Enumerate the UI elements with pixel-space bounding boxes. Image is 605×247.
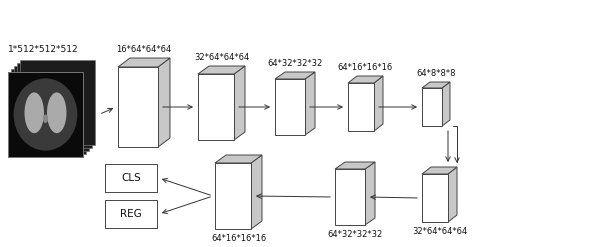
Polygon shape — [365, 162, 375, 225]
Ellipse shape — [24, 92, 44, 133]
Polygon shape — [448, 167, 457, 222]
Polygon shape — [275, 79, 305, 135]
Polygon shape — [422, 167, 457, 174]
Polygon shape — [374, 76, 383, 131]
Polygon shape — [422, 82, 450, 88]
Polygon shape — [8, 72, 83, 157]
Polygon shape — [118, 67, 158, 147]
Polygon shape — [305, 72, 315, 135]
Polygon shape — [105, 200, 157, 228]
Text: 64*32*32*32: 64*32*32*32 — [327, 230, 382, 239]
Text: 64*8*8*8: 64*8*8*8 — [416, 69, 456, 78]
Polygon shape — [17, 63, 92, 148]
Polygon shape — [14, 66, 89, 151]
Text: 64*16*16*16: 64*16*16*16 — [211, 234, 266, 243]
Ellipse shape — [14, 78, 77, 151]
Polygon shape — [335, 169, 365, 225]
Text: CLS: CLS — [121, 173, 141, 183]
Polygon shape — [11, 69, 86, 154]
Polygon shape — [335, 162, 375, 169]
Polygon shape — [118, 58, 170, 67]
Polygon shape — [158, 58, 170, 147]
Polygon shape — [198, 66, 245, 74]
Text: REG: REG — [120, 209, 142, 219]
Text: 32*64*64*64: 32*64*64*64 — [412, 227, 467, 236]
Polygon shape — [275, 72, 315, 79]
Polygon shape — [105, 164, 157, 192]
Text: 16*64*64*64: 16*64*64*64 — [116, 45, 172, 54]
Polygon shape — [422, 174, 448, 222]
Polygon shape — [20, 60, 95, 145]
Ellipse shape — [43, 115, 48, 123]
Polygon shape — [251, 155, 262, 229]
Polygon shape — [234, 66, 245, 140]
Polygon shape — [198, 74, 234, 140]
Text: 64*32*32*32: 64*32*32*32 — [267, 59, 322, 68]
Polygon shape — [215, 155, 262, 163]
Polygon shape — [8, 72, 83, 157]
Polygon shape — [215, 163, 251, 229]
Polygon shape — [348, 83, 374, 131]
Polygon shape — [348, 76, 383, 83]
Polygon shape — [422, 88, 442, 126]
Polygon shape — [442, 82, 450, 126]
Text: 1*512*512*512: 1*512*512*512 — [8, 45, 79, 54]
Text: 64*16*16*16: 64*16*16*16 — [338, 63, 393, 72]
Ellipse shape — [47, 92, 67, 133]
Text: 32*64*64*64: 32*64*64*64 — [194, 53, 249, 62]
